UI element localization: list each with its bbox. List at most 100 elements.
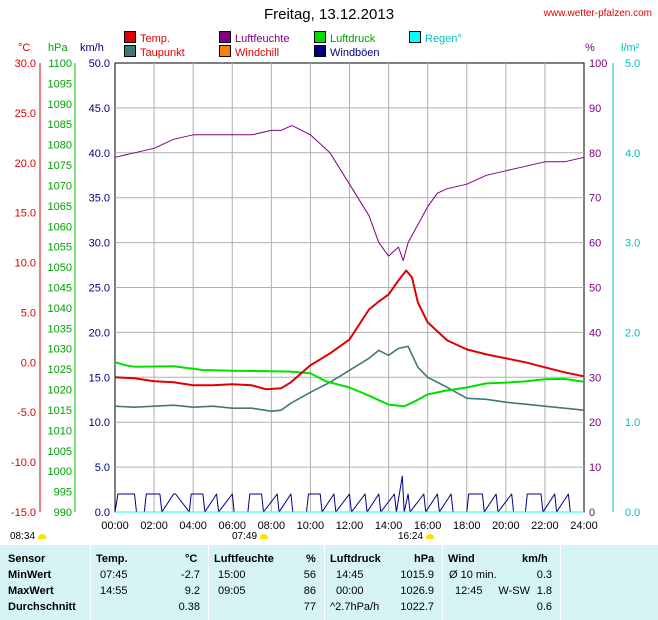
temp-tick-label: 15.0 (15, 208, 36, 220)
wind-unit-label: km/h (80, 42, 104, 54)
legend-windchill-swatch (219, 45, 231, 57)
row-min-hum: 56 (303, 569, 316, 581)
pressure-tick-label: 1045 (48, 283, 72, 295)
legend-dewpoint: Taupunkt (124, 45, 185, 59)
header-pressure: Luftdruck (330, 553, 381, 565)
temp-tick-label: 25.0 (15, 108, 36, 120)
wind-tick-label: 50.0 (89, 58, 110, 70)
time-tick-label: 16:00 (414, 520, 442, 532)
legend-gusts-label: Windböen (330, 47, 380, 59)
humidity-tick-label: 40 (589, 327, 601, 339)
humidity-tick-label: 30 (589, 372, 601, 384)
weather-chart: 30.0 25.0 20.0 15.0 10.0 5.0 0.0 -5.0 -10.0 -15.0… (11, 58, 640, 532)
legend-rain: Regen° (409, 31, 462, 45)
wind-tick-label: 5.0 (95, 462, 110, 474)
row-max-wind-dir: W-SW (498, 585, 530, 597)
legend-pressure-label: Luftdruck (330, 33, 376, 45)
time-tick-label: 02:00 (140, 520, 168, 532)
column-divider (560, 545, 561, 620)
pressure-unit-label: hPa (48, 42, 68, 54)
row-avg-pres-trend: ^2.7hPa/h (330, 601, 380, 613)
temp-tick-label: 20.0 (15, 158, 36, 170)
site-link[interactable]: www.wetter-pfalzen.com (543, 8, 652, 19)
legend-pressure-swatch (314, 31, 326, 43)
row-min-hum-time: 15:00 (218, 569, 246, 581)
legend-gusts: Windböen (314, 45, 380, 59)
header-pressure-unit: hPa (414, 553, 435, 565)
moonrise-time: 08:34 (10, 531, 36, 542)
row-avg-temp: 0.38 (178, 601, 200, 613)
row-min-temp-time: 07:45 (100, 569, 128, 581)
humidity-tick-label: 0 (589, 507, 595, 519)
time-tick-label: 14:00 (375, 520, 403, 532)
temp-tick-label: -15.0 (11, 507, 36, 519)
legend-dewpoint-label: Taupunkt (140, 47, 185, 59)
row-min-pres: 1015.9 (400, 569, 434, 581)
statistics-table: Sensor Temp. °C Luftfeuchte % Luftdruck … (0, 545, 658, 620)
series-line-windben (114, 475, 584, 513)
pressure-tick-label: 1030 (48, 344, 72, 356)
chart-grid (39, 62, 614, 513)
humidity-tick-label: 70 (589, 193, 601, 205)
column-divider (442, 545, 443, 620)
header-temp-unit: °C (185, 553, 198, 565)
wind-tick-label: 40.0 (89, 148, 110, 160)
row-max-pres-time: 00:00 (336, 585, 364, 597)
series-line-luftfeuchte (114, 125, 585, 262)
row-max-temp-time: 14:55 (100, 585, 128, 597)
pressure-tick-label: 1040 (48, 303, 72, 315)
row-min-pres-time: 14:45 (336, 569, 364, 581)
humidity-tick-label: 20 (589, 417, 601, 429)
chart-series (114, 125, 585, 513)
row-min-wind: 0.3 (536, 569, 552, 581)
row-avg-label: Durchschnitt (8, 601, 76, 613)
column-divider (208, 545, 209, 620)
wind-tick-label: 30.0 (89, 238, 110, 250)
row-max-hum-time: 09:05 (218, 585, 246, 597)
pressure-tick-label: 1055 (48, 242, 72, 254)
time-tick-label: 18:00 (453, 520, 481, 532)
series-line-luftdruck (114, 361, 585, 408)
wind-tick-label: 15.0 (89, 372, 110, 384)
time-tick-label: 10:00 (297, 520, 325, 532)
pressure-tick-label: 1075 (48, 160, 72, 172)
wind-tick-label: 0.0 (95, 507, 110, 519)
legend-gusts-swatch (314, 45, 326, 57)
sunrise-icon (260, 534, 269, 539)
humidity-tick-label: 80 (589, 148, 601, 160)
pressure-tick-label: 995 (54, 487, 72, 499)
row-max-temp: 9.2 (184, 585, 200, 597)
pressure-tick-label: 1050 (48, 262, 72, 274)
sunrise-time: 07:49 (232, 531, 258, 542)
pressure-tick-label: 1070 (48, 180, 72, 192)
rain-tick-label: 5.0 (625, 58, 640, 70)
sunrise-marker: 07:49 (232, 531, 269, 542)
row-min-wind-time: Ø 10 min. (449, 569, 497, 581)
humidity-tick-label: 100 (589, 58, 607, 70)
temp-tick-label: -10.0 (11, 457, 36, 469)
legend-dewpoint-swatch (124, 45, 136, 57)
legend-humidity-swatch (219, 31, 231, 43)
legend-rain-label: Regen° (425, 33, 462, 45)
pressure-tick-label: 1100 (48, 58, 72, 70)
pressure-tick-label: 1080 (48, 140, 72, 152)
temp-tick-label: -5.0 (17, 407, 36, 419)
rain-tick-label: 0.0 (625, 507, 640, 519)
pressure-tick-label: 1020 (48, 385, 72, 397)
time-tick-label: 12:00 (336, 520, 364, 532)
moon-icon (38, 534, 47, 539)
sunset-time: 16:24 (398, 531, 424, 542)
temp-tick-label: 5.0 (21, 307, 36, 319)
row-min-temp: -2.7 (181, 569, 200, 581)
time-tick-label: 08:00 (258, 520, 286, 532)
pressure-tick-label: 990 (54, 507, 72, 519)
humidity-tick-label: 50 (589, 283, 601, 295)
row-max-pres: 1026.9 (400, 585, 434, 597)
rain-tick-label: 3.0 (625, 238, 640, 250)
temp-tick-label: 10.0 (15, 258, 36, 270)
time-tick-label: 00:00 (101, 520, 129, 532)
series-line-temp (114, 269, 585, 391)
wind-tick-label: 10.0 (89, 417, 110, 429)
temp-unit-label: °C (18, 42, 31, 54)
wind-tick-label: 25.0 (89, 283, 110, 295)
